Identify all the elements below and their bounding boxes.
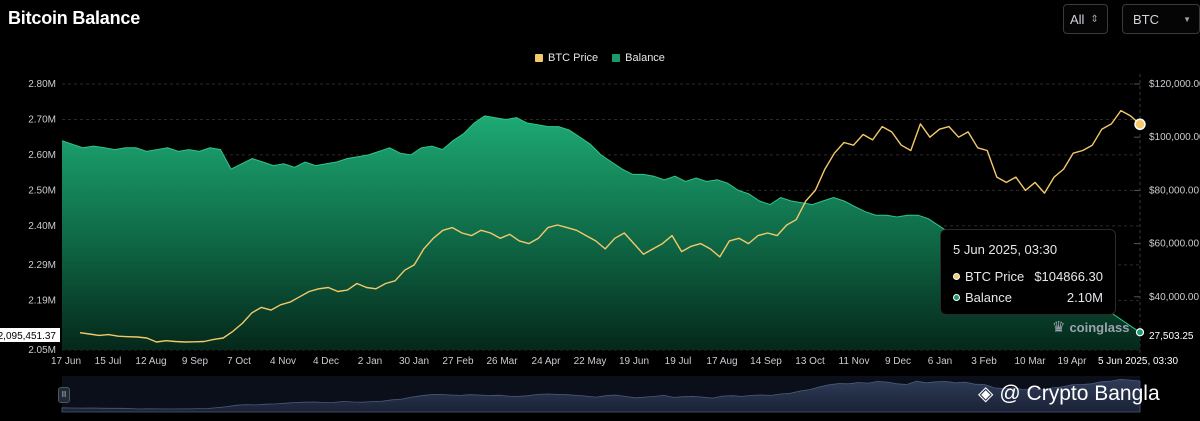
x-tick-23: 19 Apr (1058, 356, 1088, 367)
right-tick-1: $100,000.00 (1149, 132, 1200, 143)
left-tick-6: 2.19M (28, 295, 56, 306)
navigator (61, 376, 1141, 413)
range-select[interactable]: All ⇕ (1063, 4, 1108, 34)
x-tick-4: 7 Oct (227, 356, 251, 367)
left-tick-5: 2.29M (28, 260, 56, 271)
tooltip-dot-balance (953, 294, 960, 301)
x-tick-5: 4 Nov (270, 356, 296, 367)
x-tick-0: 17 Jun (51, 356, 81, 367)
caret-down-icon: ▼ (1183, 14, 1191, 24)
left-axis: 2.80M 2.70M 2.60M 2.50M 2.40M 2.29M 2.19M 2.05M… (0, 79, 60, 356)
x-tick-19: 9 Dec (885, 356, 911, 367)
left-tick-0: 2.80M (28, 79, 56, 90)
legend-swatch-balance (612, 54, 621, 62)
x-tick-21: 3 Feb (971, 356, 997, 367)
left-highlight-label: 2,095,451.37 (0, 331, 56, 342)
x-tick-12: 22 May (574, 356, 607, 367)
x-tick-24: 5 Jun 2025, 03:30 (1098, 356, 1179, 367)
btc-price-marker (1134, 118, 1146, 131)
x-tick-6: 4 Dec (313, 356, 339, 367)
tooltip-row-btc-price: BTC Price $104866.30 (953, 269, 1103, 284)
x-axis: 17 Jun 15 Jul 12 Aug 9 Sep 7 Oct 4 Nov 4 Dec 2 … (51, 356, 1178, 367)
btc-price-line (79, 109, 1141, 343)
x-tick-16: 14 Sep (750, 356, 782, 367)
asset-select-value: BTC (1133, 11, 1159, 27)
coinglass-icon: ♛ (1052, 319, 1066, 336)
x-tick-3: 9 Sep (182, 356, 209, 367)
right-tick-3: $60,000.00 (1149, 239, 1199, 250)
left-tick-7: 2.05M (28, 345, 56, 356)
coinglass-watermark: ♛ coinglass (1052, 318, 1129, 336)
credit-text: @ Crypto Bangla (999, 381, 1160, 405)
tooltip-row-balance: Balance 2.10M (953, 290, 1103, 305)
legend-label-balance: Balance (625, 52, 665, 64)
chart-legend: BTC Price Balance (0, 52, 1200, 64)
left-tick-3: 2.50M (28, 185, 56, 196)
x-tick-15: 17 Aug (706, 356, 737, 367)
x-tick-22: 10 Mar (1014, 356, 1046, 367)
x-tick-13: 19 Jun (619, 356, 649, 367)
right-axis: $120,000.00 $100,000.00 $80,000.00 $60,000.… (1134, 79, 1200, 342)
x-tick-2: 12 Aug (135, 356, 166, 367)
balance-marker (1135, 328, 1145, 337)
credit-overlay: ◈ @ Crypto Bangla (978, 381, 1160, 406)
price-line-layer (79, 109, 1146, 343)
balance-area (62, 115, 1140, 351)
x-tick-14: 19 Jul (665, 356, 692, 367)
left-highlight-box (0, 328, 60, 342)
tooltip-label-balance: Balance (965, 290, 1012, 305)
x-tick-11: 24 Apr (532, 356, 562, 367)
left-tick-4: 2.40M (28, 221, 56, 232)
x-tick-10: 26 Mar (486, 356, 518, 367)
asset-select[interactable]: BTC ▼ (1122, 4, 1200, 34)
right-highlight-label: 27,503.25 (1149, 331, 1194, 342)
legend-label-btc-price: BTC Price (548, 52, 599, 64)
right-tick-0: $120,000.00 (1149, 79, 1200, 90)
tooltip-value-balance: 2.10M (1066, 290, 1103, 305)
sort-icon: ⇕ (1090, 13, 1099, 25)
x-tick-17: 13 Oct (795, 356, 825, 367)
x-tick-18: 11 Nov (839, 356, 870, 367)
range-select-value: All (1070, 11, 1085, 27)
navigator-area (61, 378, 1141, 413)
legend-swatch-btc-price (535, 54, 544, 62)
pause-icon: II (61, 390, 67, 399)
tooltip-value-btc-price: $104866.30 (1034, 269, 1103, 284)
left-tick-2: 2.60M (28, 150, 56, 161)
x-tick-20: 6 Jan (928, 356, 952, 367)
legend-item-btc-price[interactable]: BTC Price (535, 52, 598, 64)
chart-tooltip: 5 Jun 2025, 03:30 BTC Price $104866.30 B… (940, 229, 1116, 315)
binance-diamond-icon: ◈ (978, 383, 994, 405)
x-tick-7: 2 Jan (358, 356, 382, 367)
tooltip-label-btc-price: BTC Price (965, 269, 1025, 284)
x-tick-9: 27 Feb (442, 356, 474, 367)
right-tick-4: $40,000.00 (1149, 292, 1199, 303)
legend-item-balance[interactable]: Balance (612, 52, 665, 64)
x-tick-8: 30 Jan (399, 356, 429, 367)
x-tick-1: 15 Jul (95, 356, 122, 367)
tooltip-dot-btc-price (953, 273, 960, 280)
navigator-handle[interactable]: II (58, 387, 70, 403)
left-tick-1: 2.70M (28, 114, 56, 125)
watermark-text: coinglass (1069, 319, 1130, 335)
page-title: Bitcoin Balance (8, 8, 141, 28)
tooltip-date: 5 Jun 2025, 03:30 (953, 242, 1058, 257)
right-tick-2: $80,000.00 (1149, 185, 1199, 196)
